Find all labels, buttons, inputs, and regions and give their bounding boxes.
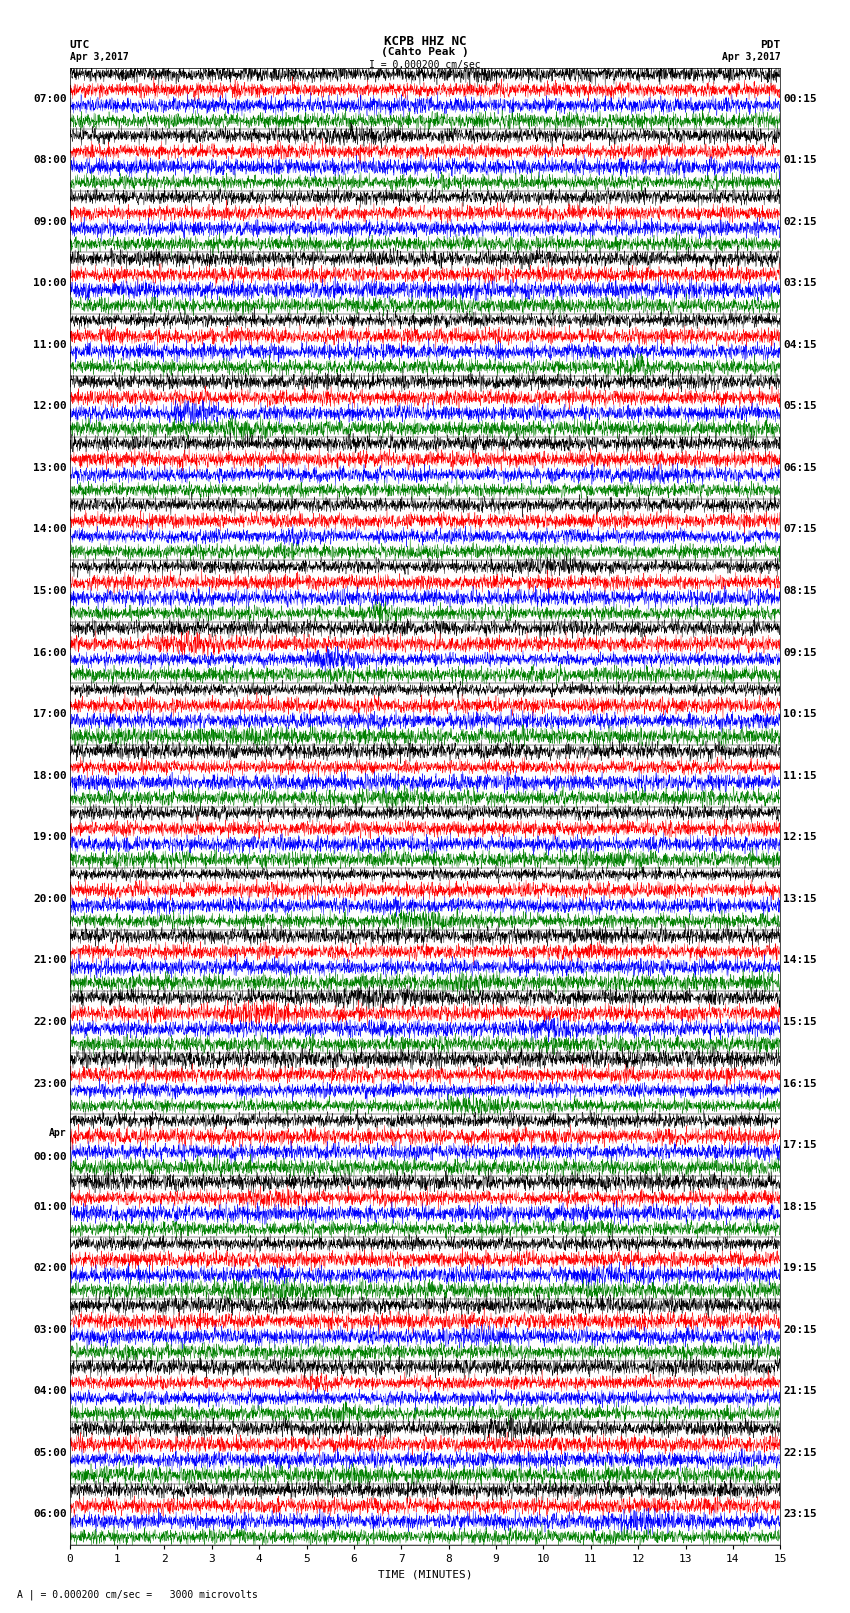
Text: UTC: UTC <box>70 40 90 50</box>
Text: 09:00: 09:00 <box>33 216 67 227</box>
Text: 08:15: 08:15 <box>783 586 817 597</box>
Text: 03:15: 03:15 <box>783 277 817 289</box>
Text: Apr: Apr <box>49 1127 67 1137</box>
Text: 21:15: 21:15 <box>783 1386 817 1397</box>
Text: 15:15: 15:15 <box>783 1016 817 1027</box>
X-axis label: TIME (MINUTES): TIME (MINUTES) <box>377 1569 473 1579</box>
Text: 19:15: 19:15 <box>783 1263 817 1273</box>
Text: 11:00: 11:00 <box>33 340 67 350</box>
Text: 02:15: 02:15 <box>783 216 817 227</box>
Text: 16:15: 16:15 <box>783 1079 817 1089</box>
Text: 17:00: 17:00 <box>33 710 67 719</box>
Text: 04:00: 04:00 <box>33 1386 67 1397</box>
Text: 13:15: 13:15 <box>783 894 817 903</box>
Text: 23:00: 23:00 <box>33 1079 67 1089</box>
Text: 03:00: 03:00 <box>33 1324 67 1336</box>
Text: 07:00: 07:00 <box>33 94 67 103</box>
Text: 20:00: 20:00 <box>33 894 67 903</box>
Text: 08:00: 08:00 <box>33 155 67 165</box>
Text: KCPB HHZ NC: KCPB HHZ NC <box>383 35 467 48</box>
Text: (Cahto Peak ): (Cahto Peak ) <box>381 47 469 56</box>
Text: 14:15: 14:15 <box>783 955 817 966</box>
Text: 20:15: 20:15 <box>783 1324 817 1336</box>
Text: 05:00: 05:00 <box>33 1448 67 1458</box>
Text: 18:00: 18:00 <box>33 771 67 781</box>
Text: 04:15: 04:15 <box>783 340 817 350</box>
Text: 00:00: 00:00 <box>33 1152 67 1163</box>
Text: 09:15: 09:15 <box>783 647 817 658</box>
Text: Apr 3,2017: Apr 3,2017 <box>722 52 780 61</box>
Text: 14:00: 14:00 <box>33 524 67 534</box>
Text: 17:15: 17:15 <box>783 1140 817 1150</box>
Text: I = 0.000200 cm/sec: I = 0.000200 cm/sec <box>369 60 481 69</box>
Text: 07:15: 07:15 <box>783 524 817 534</box>
Text: 23:15: 23:15 <box>783 1510 817 1519</box>
Text: 12:00: 12:00 <box>33 402 67 411</box>
Text: PDT: PDT <box>760 40 780 50</box>
Text: 10:00: 10:00 <box>33 277 67 289</box>
Text: 10:15: 10:15 <box>783 710 817 719</box>
Text: 01:00: 01:00 <box>33 1202 67 1211</box>
Text: 00:15: 00:15 <box>783 94 817 103</box>
Text: 15:00: 15:00 <box>33 586 67 597</box>
Text: 19:00: 19:00 <box>33 832 67 842</box>
Text: 21:00: 21:00 <box>33 955 67 966</box>
Text: 01:15: 01:15 <box>783 155 817 165</box>
Text: 11:15: 11:15 <box>783 771 817 781</box>
Text: 22:15: 22:15 <box>783 1448 817 1458</box>
Text: 16:00: 16:00 <box>33 647 67 658</box>
Text: 18:15: 18:15 <box>783 1202 817 1211</box>
Text: 22:00: 22:00 <box>33 1016 67 1027</box>
Text: 06:15: 06:15 <box>783 463 817 473</box>
Text: 05:15: 05:15 <box>783 402 817 411</box>
Text: Apr 3,2017: Apr 3,2017 <box>70 52 128 61</box>
Text: 13:00: 13:00 <box>33 463 67 473</box>
Text: 06:00: 06:00 <box>33 1510 67 1519</box>
Text: 12:15: 12:15 <box>783 832 817 842</box>
Text: A | = 0.000200 cm/sec =   3000 microvolts: A | = 0.000200 cm/sec = 3000 microvolts <box>17 1589 258 1600</box>
Text: 02:00: 02:00 <box>33 1263 67 1273</box>
